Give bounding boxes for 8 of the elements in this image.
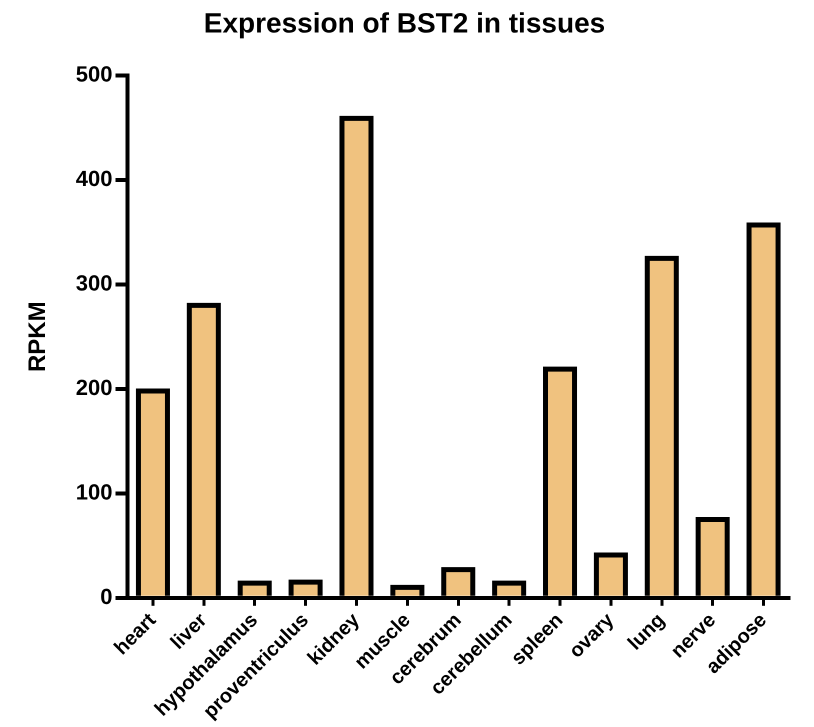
y-tick-label: 400 [76, 166, 113, 192]
y-tick-label: 300 [76, 270, 113, 296]
y-tick-label: 200 [76, 374, 113, 400]
y-tick-label: 0 [100, 584, 113, 609]
y-tick-label: 500 [76, 62, 113, 87]
y-axis-title: RPKM [24, 301, 52, 372]
y-tick-label: 100 [76, 479, 113, 504]
chart-title: Expression of BST2 in tissues [204, 8, 606, 39]
